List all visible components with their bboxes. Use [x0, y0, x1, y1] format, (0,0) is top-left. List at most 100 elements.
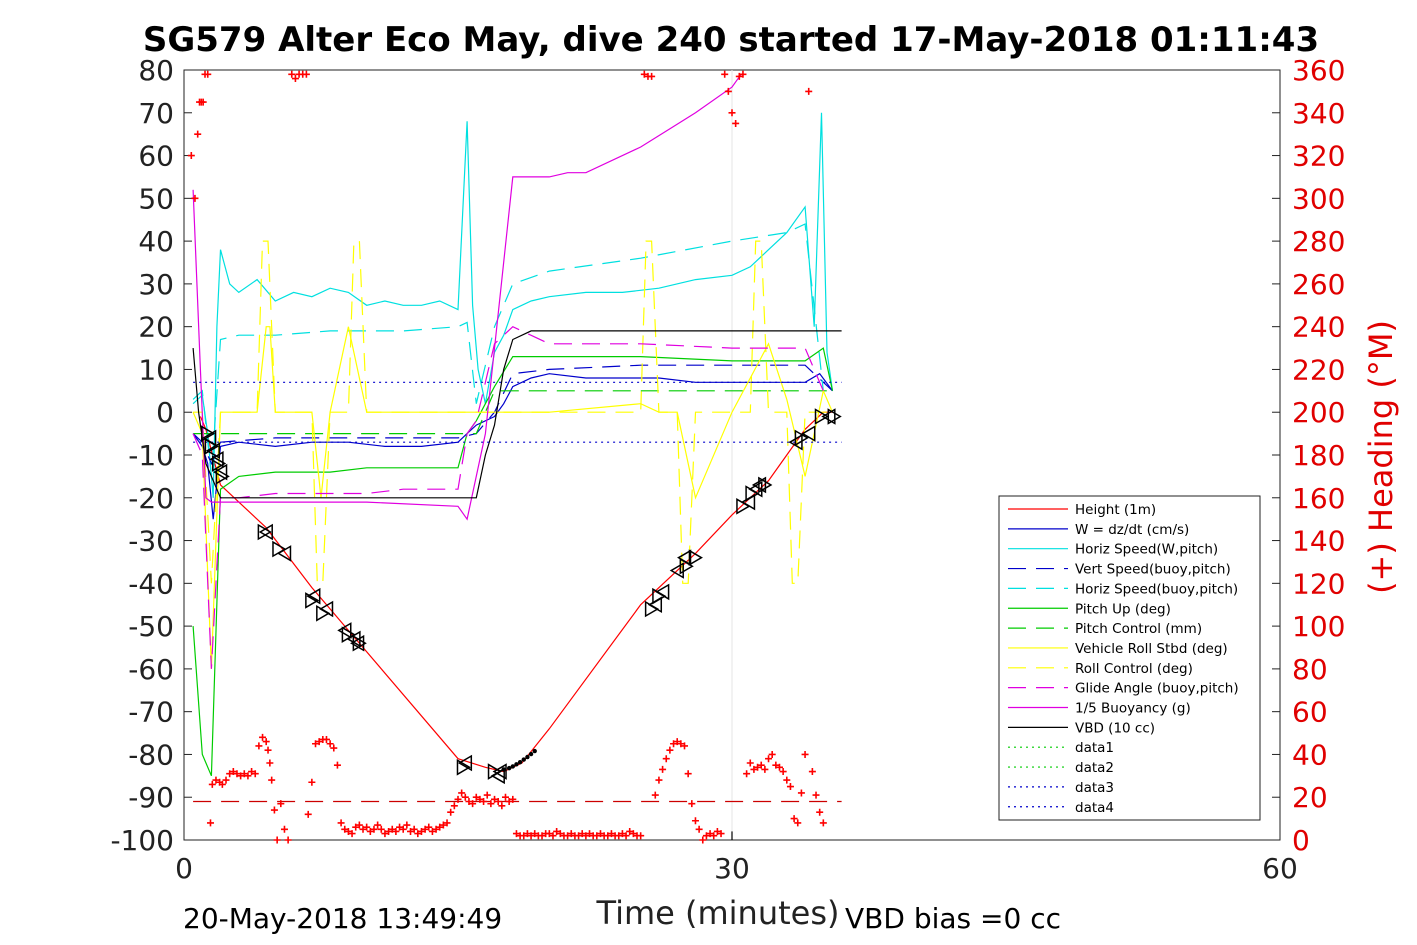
- legend-label: Height (1m): [1075, 502, 1156, 518]
- footer-vbd-bias: VBD bias =0 cc: [845, 902, 1061, 935]
- left-tick-label: 30: [138, 268, 174, 301]
- triangle-right-marker: [200, 425, 216, 442]
- heading-marker: [344, 827, 352, 835]
- triangle-left-marker: [209, 450, 224, 468]
- heading-marker: [366, 827, 374, 835]
- triangle-right-marker: [215, 468, 230, 485]
- triangle-right-marker: [679, 557, 694, 575]
- heading-marker: [355, 821, 363, 829]
- heading-marker: [512, 830, 520, 838]
- heading-marker: [396, 823, 404, 831]
- triangle-right-marker: [456, 758, 471, 776]
- left-tick-label: -60: [128, 653, 174, 686]
- chart-title: SG579 Alter Eco May, dive 240 started 17…: [143, 20, 1319, 60]
- triangle-right-marker: [204, 438, 219, 455]
- heading-marker: [721, 70, 729, 78]
- right-tick-label: 140: [1292, 525, 1345, 558]
- right-tick-label: 100: [1292, 610, 1345, 643]
- series-line-w-dz-dt-cm-s: [192, 372, 833, 520]
- heading-marker: [436, 823, 444, 831]
- heading-marker: [702, 832, 710, 840]
- heading-marker: [739, 70, 747, 78]
- dot-marker: [517, 759, 523, 765]
- heading-marker: [377, 825, 385, 833]
- x-tick-label: 0: [175, 852, 193, 885]
- heading-marker: [191, 194, 199, 202]
- right-tick-label: 300: [1292, 182, 1345, 215]
- triangle-left-marker: [492, 763, 507, 780]
- heading-marker: [337, 819, 345, 827]
- series-line-roll-control-deg: [193, 240, 833, 584]
- heading-marker: [750, 765, 758, 773]
- right-tick-label: 360: [1292, 54, 1345, 87]
- legend: Height (1m) W = dz/dt (cm/s) Horiz Speed(W…: [998, 495, 1261, 821]
- heading-marker: [244, 772, 252, 780]
- triangle-left-marker: [337, 622, 352, 639]
- legend-label: Vehicle Roll Stbd (deg): [1075, 641, 1228, 657]
- left-tick-label: 80: [138, 54, 174, 87]
- heading-marker: [270, 806, 278, 814]
- heading-marker: [251, 770, 259, 778]
- legend-box: [998, 495, 1261, 821]
- heading-marker: [266, 759, 274, 767]
- heading-marker: [491, 795, 499, 803]
- heading-marker: [348, 830, 356, 838]
- heading-marker: [816, 808, 824, 816]
- legend-label: W = dz/dt (cm/s): [1075, 522, 1189, 538]
- heading-marker: [483, 791, 491, 799]
- left-axis: 80 70 60 50 40 30 20 10 0 -10 -20 -30 -40 -50 -60 -70 -8…: [110, 54, 192, 857]
- heading-marker: [768, 750, 776, 758]
- heading-marker: [450, 802, 458, 810]
- heading-marker: [637, 832, 645, 840]
- legend-label: VBD (10 cc): [1075, 720, 1155, 736]
- right-tick-label: 340: [1292, 97, 1345, 130]
- heading-marker: [385, 827, 393, 835]
- triangle-left-marker: [669, 562, 684, 579]
- heading-marker: [805, 87, 813, 95]
- legend-label: 1/5 Buoyancy (g): [1075, 701, 1191, 717]
- heading-marker: [586, 830, 594, 838]
- right-axis-label: (+) Heading (°M): [1362, 320, 1400, 594]
- heading-marker: [695, 825, 703, 833]
- dot-marker: [525, 754, 530, 760]
- heading-marker: [363, 823, 371, 831]
- heading-marker: [341, 825, 349, 833]
- heading-marker: [248, 768, 256, 776]
- heading-marker: [206, 819, 214, 827]
- series-line-horiz-speed-w-pitch: [192, 112, 834, 498]
- heading-marker: [509, 795, 517, 803]
- heading-marker: [819, 819, 827, 827]
- heading-marker: [388, 825, 396, 833]
- heading-marker: [812, 791, 820, 799]
- heading-marker: [567, 830, 575, 838]
- triangle-left-marker: [350, 634, 365, 652]
- left-tick-label: 40: [138, 225, 174, 258]
- heading-marker: [494, 798, 502, 805]
- heading-marker: [549, 832, 557, 840]
- triangle-left-marker: [457, 754, 473, 772]
- right-tick-label: 120: [1292, 567, 1345, 600]
- heading-marker: [659, 765, 667, 773]
- legend-label: data3: [1075, 780, 1114, 796]
- heading-marker: [622, 832, 630, 840]
- right-tick-label: 180: [1292, 439, 1345, 472]
- dot-marker: [501, 767, 506, 772]
- heading-marker: [432, 825, 440, 833]
- heading-marker: [688, 800, 696, 808]
- heading-marker: [255, 742, 263, 750]
- heading-marker: [226, 770, 234, 778]
- heading-marker: [501, 793, 509, 801]
- left-tick-label: -40: [128, 567, 174, 600]
- legend-label: Pitch Up (deg): [1075, 601, 1171, 617]
- heading-marker: [596, 830, 604, 838]
- heading-marker: [640, 70, 648, 78]
- triangle-right-marker: [272, 540, 287, 558]
- left-tick-label: 0: [156, 396, 174, 429]
- heading-marker: [428, 827, 436, 835]
- left-tick-label: -90: [128, 781, 174, 814]
- heading-marker: [262, 738, 270, 746]
- right-tick-label: 20: [1292, 781, 1328, 814]
- heading-marker: [575, 832, 583, 840]
- heading-marker: [808, 768, 816, 776]
- heading-marker: [618, 830, 626, 838]
